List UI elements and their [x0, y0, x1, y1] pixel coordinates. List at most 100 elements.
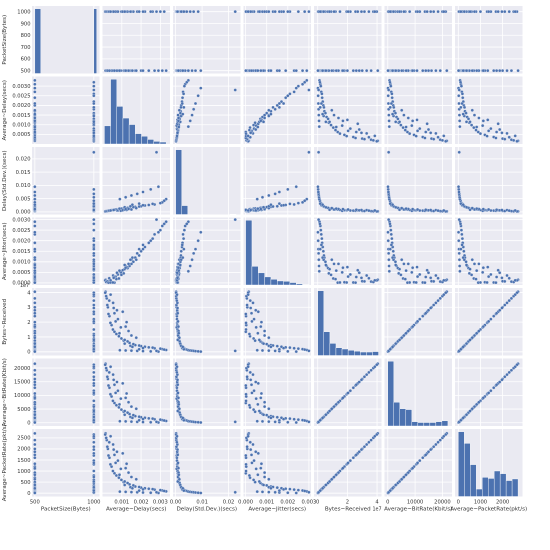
scatter-point [259, 391, 264, 396]
scatter-point [149, 239, 153, 243]
scatter-point [332, 262, 336, 266]
scatter-point [367, 370, 371, 375]
scatter-point [33, 96, 37, 100]
scatter-point [154, 10, 159, 14]
scatter-point [390, 203, 395, 207]
x-tick-label: 2000 [496, 500, 509, 506]
scatter-point [470, 69, 474, 73]
scatter-point [247, 403, 252, 407]
scatter-point [418, 126, 422, 131]
scatter-point [114, 403, 119, 407]
y-tick-label: 20000 [14, 366, 31, 372]
scatter-point [458, 264, 462, 268]
scatter-point [33, 220, 37, 224]
scatter-point [286, 349, 290, 353]
scatter-point [244, 453, 248, 458]
scatter-point [341, 266, 345, 270]
scatter-point [292, 346, 296, 350]
y-tick-label: 0.0020 [12, 103, 30, 109]
histogram-bar [458, 431, 465, 497]
scatter-point [261, 69, 266, 73]
scatter-point [119, 325, 123, 329]
scatter-point [475, 125, 479, 129]
scatter-point [124, 195, 128, 199]
scatter-point [175, 378, 180, 382]
scatter-point [444, 139, 448, 143]
scatter-point [111, 280, 115, 285]
scatter-point [262, 113, 267, 117]
scatter-point [341, 207, 345, 211]
scatter-point [255, 197, 259, 201]
scatter-point [460, 236, 465, 241]
scatter-point [500, 306, 504, 310]
scatter-point [175, 134, 179, 138]
scatter-point [296, 347, 300, 351]
scatter-point [255, 419, 259, 423]
scatter-point [389, 101, 394, 106]
scatter-point [181, 92, 186, 96]
scatter-point [134, 258, 138, 262]
scatter-point [478, 131, 483, 136]
scatter-point [154, 349, 159, 353]
scatter-point [457, 239, 461, 243]
scatter-point [233, 217, 237, 222]
scatter-point [177, 336, 181, 340]
scatter-point [121, 451, 125, 455]
histogram-bar [405, 409, 413, 427]
scatter-point [244, 383, 248, 388]
histogram-bar [354, 350, 361, 356]
scatter-point [108, 321, 113, 325]
x-tick-label: 1000 [474, 500, 487, 506]
scatter-point [92, 447, 96, 452]
scatter-point [424, 453, 428, 457]
scatter-point [125, 339, 130, 344]
scatter-point [152, 69, 157, 73]
y-tick-label: 0.0015 [12, 249, 30, 255]
scatter-point [130, 345, 135, 349]
scatter-point [271, 105, 275, 109]
scatter-point [267, 336, 271, 340]
scatter-point [256, 331, 260, 335]
scatter-point [244, 469, 248, 473]
scatter-point [277, 69, 281, 73]
scatter-point [111, 327, 115, 332]
scatter-point [404, 331, 408, 335]
scatter-point [160, 69, 164, 73]
scatter-point [277, 418, 281, 422]
scatter-point [33, 90, 37, 94]
scatter-point [410, 124, 414, 128]
panel-background [243, 429, 311, 497]
scatter-point [92, 475, 96, 479]
scatter-point [92, 192, 96, 196]
scatter-point [357, 69, 361, 73]
scatter-point [175, 10, 180, 14]
scatter-point [252, 478, 256, 482]
scatter-point [459, 105, 463, 109]
scatter-point [468, 10, 472, 14]
histogram-bar [258, 272, 265, 286]
scatter-point [111, 442, 115, 447]
scatter-point [334, 402, 338, 407]
scatter-point [317, 113, 321, 117]
scatter-point [151, 236, 155, 241]
scatter-point [33, 311, 37, 315]
scatter-point [33, 456, 37, 460]
scatter-point [318, 10, 322, 14]
scatter-point [294, 69, 298, 73]
scatter-point [331, 125, 335, 130]
scatter-point [429, 131, 433, 135]
y-axis-label: Average~PacketRate(pkt/s) [2, 424, 8, 501]
scatter-point [273, 192, 277, 196]
scatter-point [373, 208, 377, 213]
scatter-point [33, 197, 37, 201]
scatter-point [320, 255, 325, 260]
scatter-point [281, 346, 286, 350]
scatter-point [92, 217, 96, 222]
scatter-point [359, 131, 364, 135]
scatter-point [181, 345, 185, 349]
scatter-point [424, 311, 428, 315]
scatter-point [389, 232, 393, 236]
scatter-point [281, 10, 286, 14]
scatter-point [388, 80, 392, 84]
scatter-point [92, 114, 96, 118]
